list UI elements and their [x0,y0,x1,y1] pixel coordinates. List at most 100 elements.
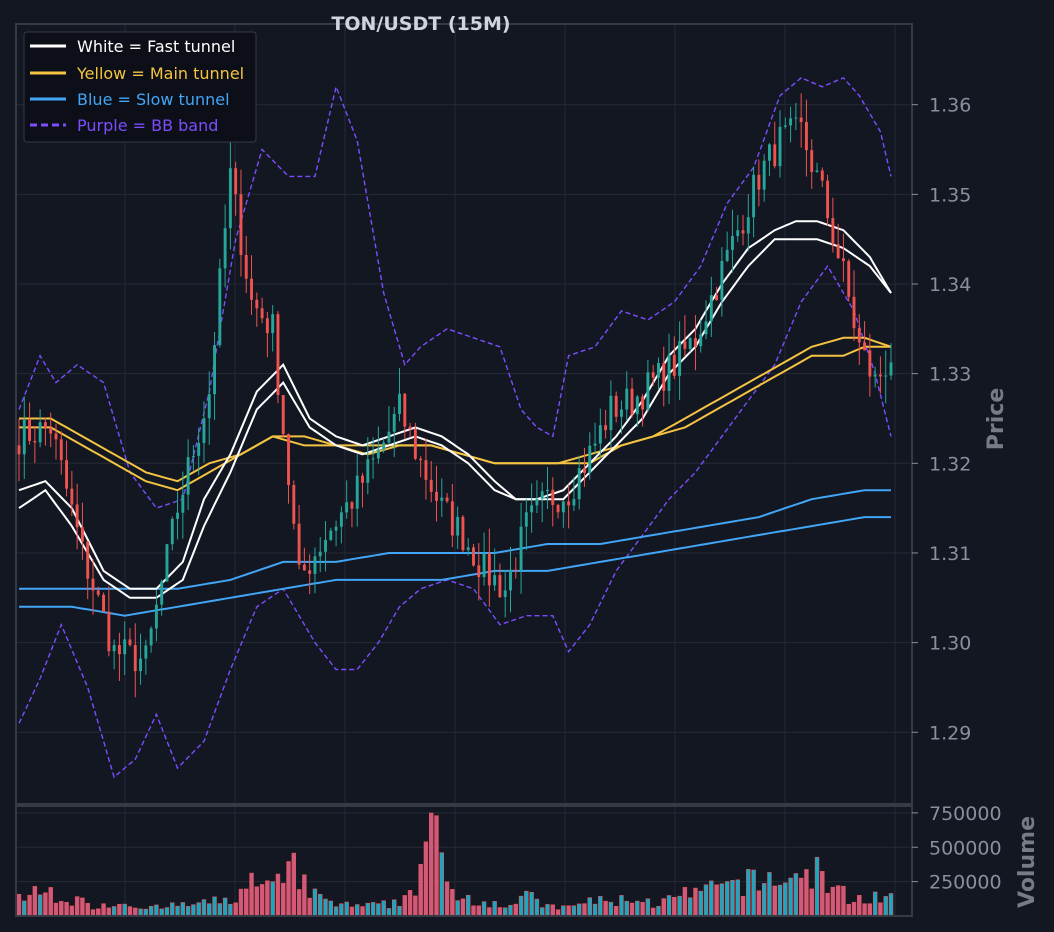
candle-body [466,547,470,551]
candle-body [22,419,26,455]
candle-body [313,556,317,574]
candle-body [725,249,729,261]
volume-bar [455,900,460,917]
candle-body [551,489,555,505]
legend-box [23,31,257,143]
candle-body [577,468,581,500]
price-tick-label: 1.31 [929,543,971,565]
candle-body [292,485,296,524]
candle-body [662,362,666,391]
candle-body [186,457,190,495]
volume-bar [783,882,788,917]
volume-bar [281,882,286,917]
candle-body [398,393,401,414]
candle-body [762,160,766,190]
volume-bar [883,896,888,917]
volume-bar [492,901,497,917]
candle-body [445,497,449,502]
candle-body [461,516,465,551]
candle-body [265,318,269,334]
candle-body [287,434,290,486]
candle-body [160,581,164,605]
volume-bar [344,901,349,917]
candle-body [419,458,423,461]
candle-body [789,118,793,126]
candle-body [361,475,364,483]
candle-body [493,575,497,586]
volume-bar [793,873,799,917]
volume-bar [693,887,698,917]
volume-bar [27,894,32,917]
volume-bar [888,893,894,917]
volume-bar [513,903,518,917]
bb-band-lines [18,76,892,779]
volume-bar [661,898,666,917]
candle-body [371,458,375,460]
volume-bar [677,895,682,917]
candle-body [154,604,158,629]
volume-bar [471,905,476,917]
volume-bar [275,873,281,917]
volume-bar [820,871,825,917]
volume-bar [254,886,260,917]
volume-bar [682,887,688,917]
candle-body [783,125,787,127]
volume-bar [69,905,75,917]
volume-bar [698,890,703,917]
candle-body [170,518,174,545]
volume-bar [735,879,740,917]
candle-body [408,426,412,429]
volume-bar [434,815,439,917]
volume-bar [476,905,481,917]
volume-bar [724,881,730,917]
candle-body [308,570,312,574]
candle-body [128,639,132,646]
volume-bar [175,905,180,917]
volume-bar [53,902,59,917]
volume-bar [444,881,450,917]
volume-bar [867,903,873,917]
volume-bar [117,903,122,917]
candle-body [752,174,756,218]
slow-tunnel-lower-line [19,516,891,617]
volume-axis-label: Volume [1015,816,1040,908]
volume-bar [613,905,619,917]
volume-bar [529,892,534,917]
candle-body [651,372,655,378]
candle-body [28,419,32,441]
price-axis-label: Price [984,388,1009,450]
volume-bar [360,906,365,917]
candle-body [424,460,428,480]
volume-bar [96,908,101,917]
candle-body [614,395,618,417]
candle-body [59,439,63,461]
volume-bar [608,901,614,917]
price-tick-label: 1.36 [929,95,971,117]
candle-body [181,494,185,513]
volume-bar [413,895,418,917]
candle-body [514,569,518,571]
candle-body [102,594,106,612]
volume-bar [635,900,640,917]
volume-bar [228,903,233,917]
price-tick-label: 1.29 [929,722,971,744]
volume-bar [349,906,355,917]
candle-body [694,338,697,347]
volume-bar [328,900,334,917]
candle-body [413,428,417,459]
candle-body [239,194,243,256]
candle-body [683,341,687,349]
candle-body [736,230,740,236]
volume-bar [740,896,746,917]
candle-body [334,526,338,531]
volume-bar [561,905,566,917]
volume-bar [524,890,529,917]
candle-body [276,314,280,395]
volume-bar [777,884,783,917]
candle-body [165,544,169,582]
candle-body [841,258,845,262]
volume-panel-frame [15,805,913,917]
volume-bar [143,908,149,917]
volume-bar [16,893,22,917]
